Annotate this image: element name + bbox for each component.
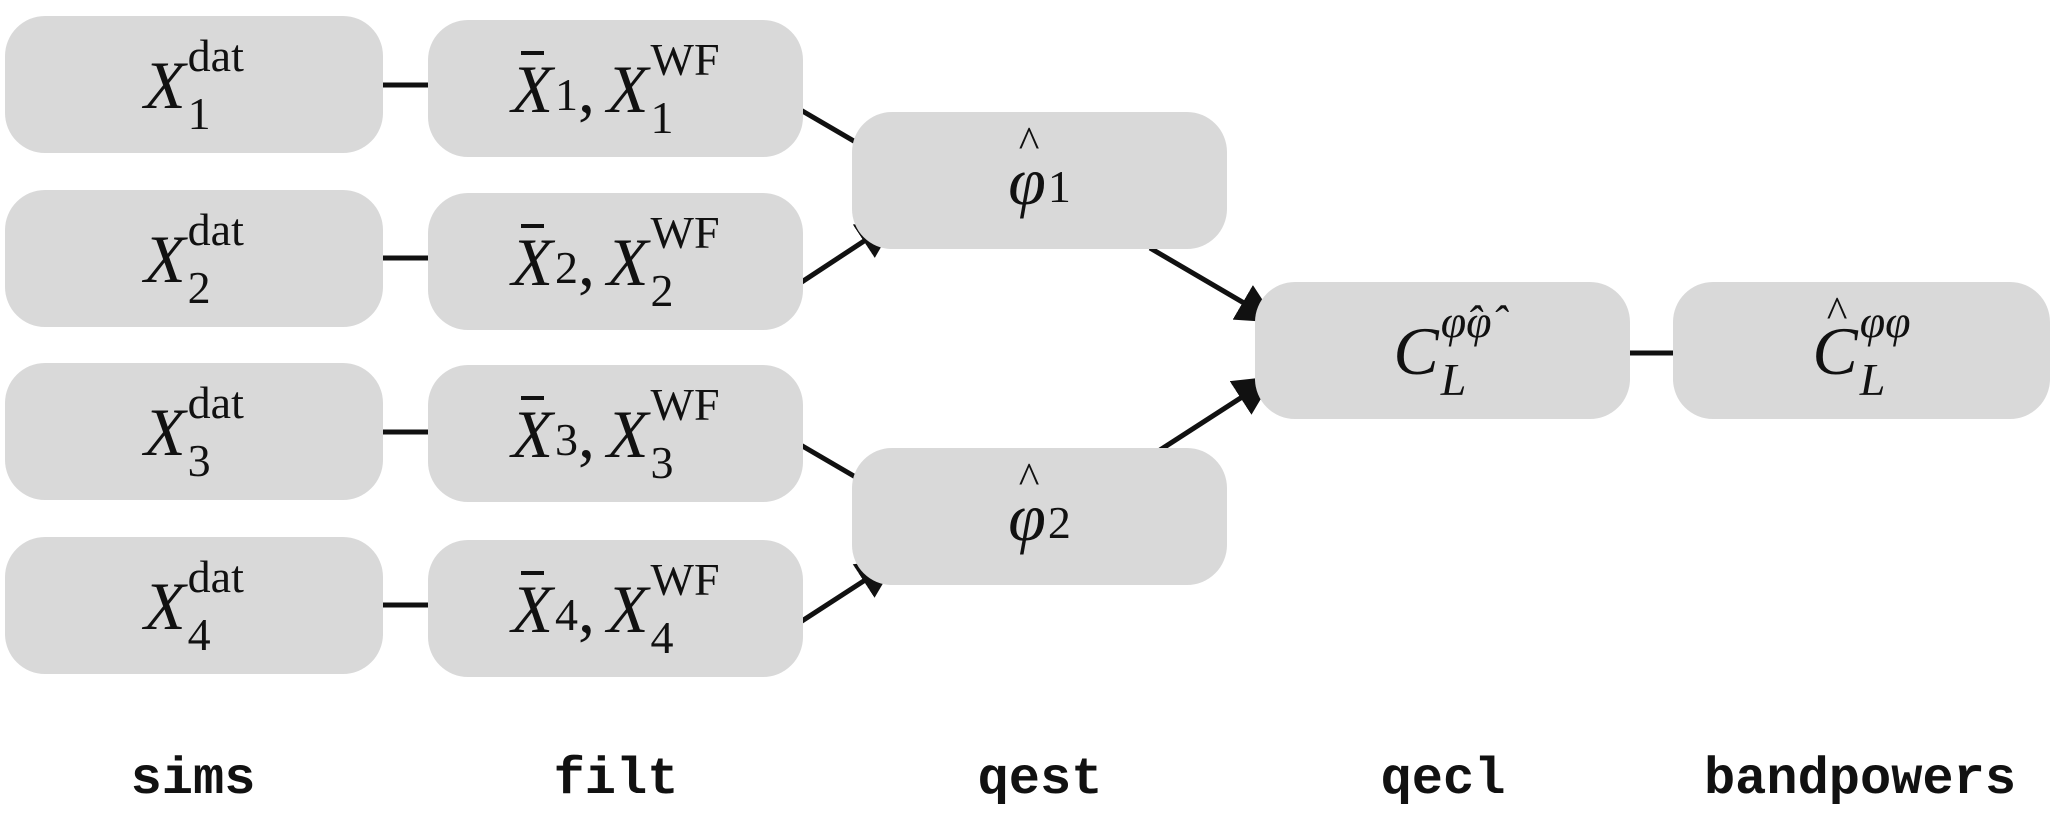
symbol-x-bar: X xyxy=(511,395,553,472)
symbol-x: X xyxy=(144,46,186,123)
superscript: dat xyxy=(187,550,244,602)
symbol-phi-hat: φ xyxy=(1008,147,1046,215)
node-label: X 2, X WF 2 xyxy=(428,193,803,330)
column-label-qecl: qecl xyxy=(1380,750,1506,809)
column-label-filt: filt xyxy=(553,750,679,809)
superscript: φ̂φ̂ xyxy=(1440,295,1492,347)
scripts: dat 3 xyxy=(188,379,244,483)
node-qest-2: φ2 xyxy=(852,448,1227,585)
subscript: 4 xyxy=(555,588,578,640)
node-bandpowers: Cφφ L xyxy=(1673,282,2050,419)
symbol-phi-hat: φ xyxy=(1008,483,1046,551)
scripts: φφ L xyxy=(1860,298,1911,402)
separator: , xyxy=(578,223,595,300)
subscript: 2 xyxy=(1047,496,1071,548)
subscript: 1 xyxy=(555,68,578,120)
node-qest-1: φ1 xyxy=(852,112,1227,249)
arrow-qest1-qecl xyxy=(1148,245,1278,323)
subscript: 1 xyxy=(650,91,674,143)
separator: , xyxy=(578,395,595,472)
node-label: X 1, X WF 1 xyxy=(428,20,803,157)
scripts: 4 xyxy=(555,586,578,637)
symbol-x-bar: X xyxy=(511,570,553,647)
subscript: 3 xyxy=(187,434,211,486)
symbol-x-bar: X xyxy=(511,50,553,127)
symbol-x: X xyxy=(144,567,186,644)
symbol-x: X xyxy=(607,570,649,647)
scripts: WF 2 xyxy=(651,209,720,313)
scripts: WF 4 xyxy=(651,556,720,660)
node-filt-2: X 2, X WF 2 xyxy=(428,193,803,330)
scripts: 1 xyxy=(555,66,578,117)
node-label: φ2 xyxy=(852,448,1227,585)
separator: , xyxy=(578,570,595,647)
separator: , xyxy=(578,50,595,127)
superscript: WF xyxy=(650,206,720,258)
subscript: 1 xyxy=(1047,160,1071,212)
scripts: 1 xyxy=(1048,158,1071,209)
subscript: 2 xyxy=(650,264,674,316)
symbol-x: X xyxy=(607,50,649,127)
node-label: Cφφ L xyxy=(1673,282,2050,419)
superscript: dat xyxy=(187,376,244,428)
column-label-qest: qest xyxy=(977,750,1103,809)
symbol-x: X xyxy=(144,393,186,470)
subscript: 2 xyxy=(555,241,578,293)
scripts: dat 2 xyxy=(188,206,244,310)
scripts: φ̂φ̂ L xyxy=(1441,298,1492,402)
superscript: WF xyxy=(650,378,720,430)
scripts: WF 1 xyxy=(651,36,720,140)
scripts: 2 xyxy=(555,239,578,290)
superscript: dat xyxy=(187,203,244,255)
node-filt-3: X 3, X WF 3 xyxy=(428,365,803,502)
superscript: WF xyxy=(650,553,720,605)
symbol-x: X xyxy=(144,220,186,297)
node-filt-1: X 1, X WF 1 xyxy=(428,20,803,157)
superscript: WF xyxy=(650,33,720,85)
symbol-x-bar: X xyxy=(511,223,553,300)
symbol-c-hat: C xyxy=(1812,317,1857,385)
subscript: 3 xyxy=(555,413,578,465)
scripts: WF 3 xyxy=(651,381,720,485)
scripts: dat 1 xyxy=(188,32,244,136)
scripts: dat 4 xyxy=(188,553,244,657)
subscript: 3 xyxy=(650,436,674,488)
symbol-x: X xyxy=(607,223,649,300)
arrow-qest2-qecl xyxy=(1158,376,1275,453)
subscript: L xyxy=(1440,353,1467,405)
superscript: dat xyxy=(187,29,244,81)
node-filt-4: X 4, X WF 4 xyxy=(428,540,803,677)
column-label-bandpowers: bandpowers xyxy=(1703,750,2017,809)
node-label: φ1 xyxy=(852,112,1227,249)
subscript: 4 xyxy=(650,611,674,663)
scripts: 2 xyxy=(1048,494,1071,545)
node-label: X 4, X WF 4 xyxy=(428,540,803,677)
node-label: X 3, X WF 3 xyxy=(428,365,803,502)
column-label-sims: sims xyxy=(130,750,256,809)
superscript: φφ xyxy=(1859,295,1911,347)
subscript: 2 xyxy=(187,261,211,313)
symbol-x: X xyxy=(607,395,649,472)
scripts: 3 xyxy=(555,411,578,462)
subscript: 4 xyxy=(187,608,211,660)
subscript: L xyxy=(1859,353,1886,405)
subscript: 1 xyxy=(187,87,211,139)
symbol-c: C xyxy=(1393,312,1439,389)
